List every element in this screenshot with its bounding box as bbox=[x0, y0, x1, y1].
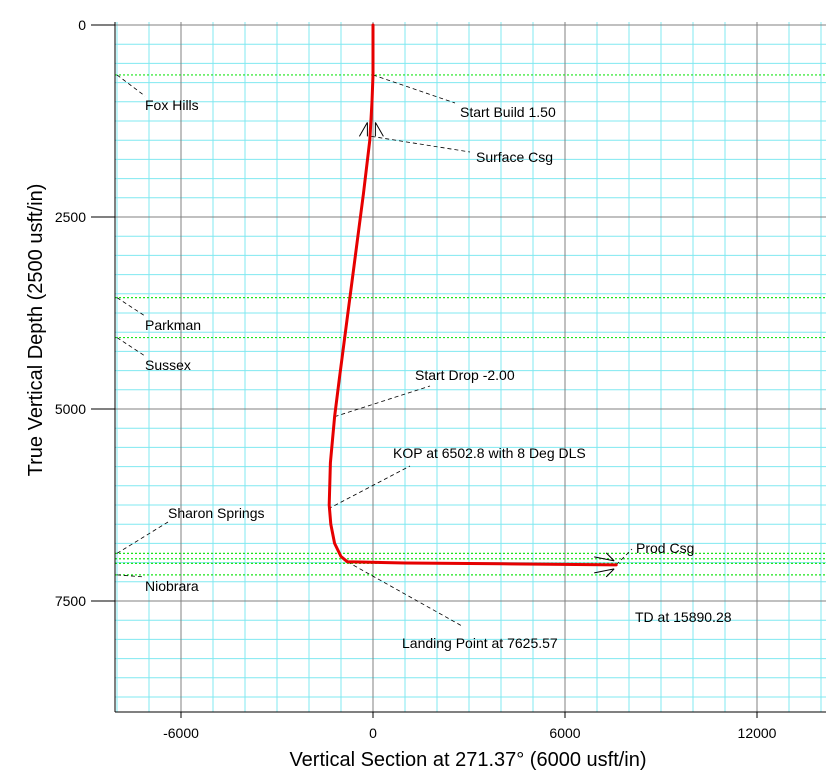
leader-lines bbox=[116, 74, 633, 627]
annotation-surface-csg: Surface Csg bbox=[476, 149, 553, 165]
formation-label-sussex: Sussex bbox=[145, 357, 191, 373]
formation-label-parkman: Parkman bbox=[145, 317, 201, 333]
annotation-td-at-15890-28: TD at 15890.28 bbox=[635, 609, 732, 625]
leader-line bbox=[615, 548, 633, 566]
leader-line bbox=[372, 74, 456, 104]
annotation-start-drop-2-00: Start Drop -2.00 bbox=[415, 367, 515, 383]
y-tick-label: 0 bbox=[78, 17, 86, 33]
production-casing-marker bbox=[594, 552, 615, 578]
casing-markers bbox=[358, 122, 615, 578]
leader-line bbox=[371, 135, 471, 153]
annotation-prod-csg: Prod Csg bbox=[636, 540, 694, 556]
leader-line bbox=[334, 385, 431, 418]
y-tick-label: 2500 bbox=[55, 209, 86, 225]
well-path-line bbox=[327, 23, 618, 567]
x-axis-title: Vertical Section at 271.37° (6000 usft/i… bbox=[289, 749, 646, 771]
leader-line bbox=[116, 521, 169, 554]
surface-casing-marker bbox=[358, 122, 384, 137]
leader-line bbox=[116, 297, 146, 317]
formation-label-sharon-springs: Sharon Springs bbox=[168, 505, 265, 521]
axis-ticks: 0 2500 5000 7500 -6000 0 6000 12000 bbox=[55, 17, 777, 741]
leader-line bbox=[347, 561, 463, 627]
leader-line bbox=[116, 337, 146, 357]
annotation-kop-at-6502-8-with-8-deg-dls: KOP at 6502.8 with 8 Deg DLS bbox=[393, 445, 586, 461]
annotation-landing-point-at-7625-57: Landing Point at 7625.57 bbox=[402, 635, 558, 651]
x-tick-label: -6000 bbox=[163, 725, 199, 741]
plot-frame bbox=[114, 22, 826, 713]
x-tick-label: 12000 bbox=[738, 725, 777, 741]
y-tick-label: 7500 bbox=[55, 593, 86, 609]
minor-grid bbox=[115, 22, 826, 712]
formation-lines bbox=[115, 74, 826, 576]
x-tick-label: 6000 bbox=[549, 725, 580, 741]
annotation-start-build-1-50: Start Build 1.50 bbox=[460, 104, 556, 120]
leader-line bbox=[328, 465, 411, 510]
text-labels: Fox Hills Parkman Sussex Sharon Springs Niob… bbox=[145, 97, 732, 651]
leader-line bbox=[116, 74, 146, 97]
y-axis-title: True Vertical Depth (2500 usft/in) bbox=[25, 184, 47, 477]
x-tick-label: 0 bbox=[369, 725, 377, 741]
y-tick-label: 5000 bbox=[55, 401, 86, 417]
well-path-series bbox=[327, 23, 618, 567]
formation-label-niobrara: Niobrara bbox=[145, 578, 199, 594]
formation-label-fox-hills: Fox Hills bbox=[145, 97, 199, 113]
leader-line bbox=[116, 574, 146, 578]
